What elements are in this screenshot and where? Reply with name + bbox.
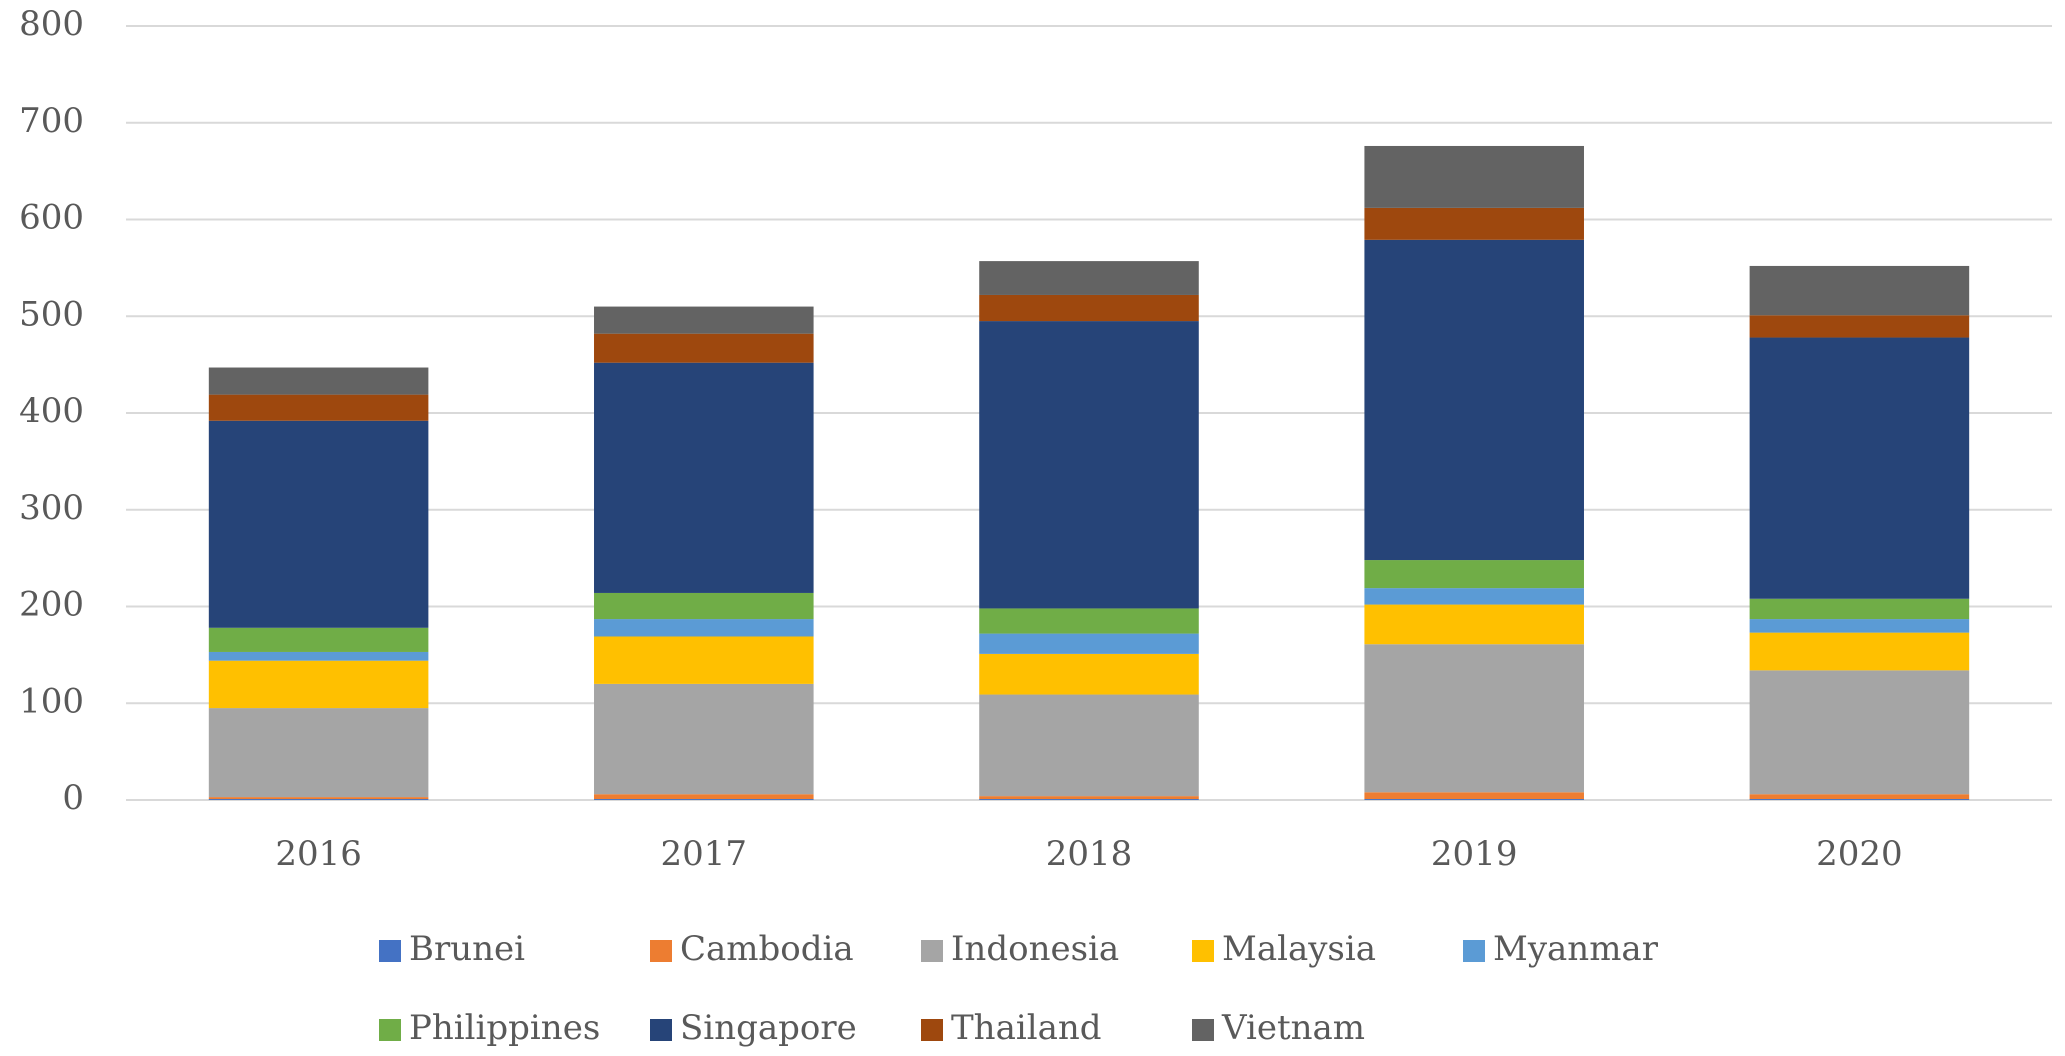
- y-tick-label: 100: [19, 681, 84, 721]
- bar-segment: [594, 362, 814, 593]
- bar-segment: [594, 306, 814, 334]
- bar-segment: [979, 294, 1199, 322]
- bar-segment: [1749, 794, 1970, 800]
- bar-segment: [1364, 239, 1584, 561]
- x-tick-label: 2018: [1046, 834, 1133, 874]
- bar-segment: [1364, 792, 1584, 800]
- bar-segment: [594, 683, 814, 795]
- bar-segment: [208, 797, 429, 800]
- legend-swatch: [1192, 1019, 1214, 1041]
- legend-label: Cambodia: [680, 929, 854, 969]
- y-tick-label: 400: [19, 391, 84, 431]
- legend-swatch: [379, 1019, 401, 1041]
- y-tick-label: 300: [19, 488, 84, 528]
- bar-segment: [979, 633, 1199, 654]
- legend-label: Philippines: [409, 1008, 600, 1048]
- bar-segment: [594, 636, 814, 684]
- bar-segment: [1364, 799, 1584, 800]
- bar-segment: [208, 367, 429, 395]
- bar-segment: [1749, 799, 1970, 800]
- x-tick-label: 2016: [275, 834, 362, 874]
- bar-segment: [1749, 265, 1970, 316]
- bar-segment: [208, 799, 429, 800]
- legend-label: Myanmar: [1493, 929, 1659, 969]
- bar-segment: [1364, 644, 1584, 793]
- legend-label: Brunei: [409, 929, 525, 969]
- legend-swatch: [650, 1019, 672, 1041]
- legend-label: Thailand: [951, 1008, 1102, 1048]
- bar-segment: [1749, 337, 1970, 599]
- legend-label: Malaysia: [1222, 929, 1376, 969]
- bar-segment: [1749, 598, 1970, 620]
- legend-swatch: [921, 940, 943, 962]
- bar-segment: [979, 796, 1199, 800]
- legend-swatch: [379, 940, 401, 962]
- legend-swatch: [921, 1019, 943, 1041]
- bar-segment: [594, 619, 814, 637]
- y-tick-label: 0: [62, 778, 84, 818]
- bar-segment: [1364, 604, 1584, 645]
- x-tick-label: 2019: [1431, 834, 1518, 874]
- bar-segment: [208, 708, 429, 798]
- x-tick-label: 2020: [1816, 834, 1903, 874]
- bar-segment: [979, 653, 1199, 695]
- y-tick-label: 600: [19, 198, 84, 238]
- bar-segment: [979, 261, 1199, 295]
- bar-segment: [1364, 145, 1584, 208]
- legend-swatch: [1192, 940, 1214, 962]
- y-tick-label: 500: [19, 294, 84, 334]
- bar-segment: [1364, 560, 1584, 589]
- x-tick-label: 2017: [661, 834, 748, 874]
- bar-segment: [1749, 632, 1970, 671]
- legend-swatch: [1463, 940, 1485, 962]
- bar-segment: [979, 321, 1199, 609]
- bar-segment: [208, 660, 429, 709]
- bar-segment: [594, 799, 814, 800]
- bar-segment: [594, 592, 814, 620]
- bar-segment: [208, 627, 429, 652]
- legend-label: Indonesia: [951, 929, 1119, 969]
- bar-segment: [208, 420, 429, 628]
- bar-segment: [594, 794, 814, 800]
- y-tick-label: 800: [19, 4, 84, 44]
- bar-segment: [1749, 315, 1970, 338]
- bar-segment: [979, 608, 1199, 634]
- y-tick-label: 700: [19, 101, 84, 141]
- legend-swatch: [650, 940, 672, 962]
- bar-segment: [979, 694, 1199, 797]
- legend-label: Singapore: [680, 1008, 857, 1048]
- legend-label: Vietnam: [1221, 1008, 1365, 1048]
- bar-segment: [594, 333, 814, 363]
- y-tick-label: 200: [19, 585, 84, 625]
- bar-segment: [208, 394, 429, 421]
- bar-segment: [1749, 670, 1970, 795]
- bar-segment: [208, 651, 429, 661]
- bar-segment: [1749, 619, 1970, 633]
- bar-segment: [1364, 588, 1584, 605]
- bar-segment: [1364, 207, 1584, 240]
- bar-segment: [979, 799, 1199, 800]
